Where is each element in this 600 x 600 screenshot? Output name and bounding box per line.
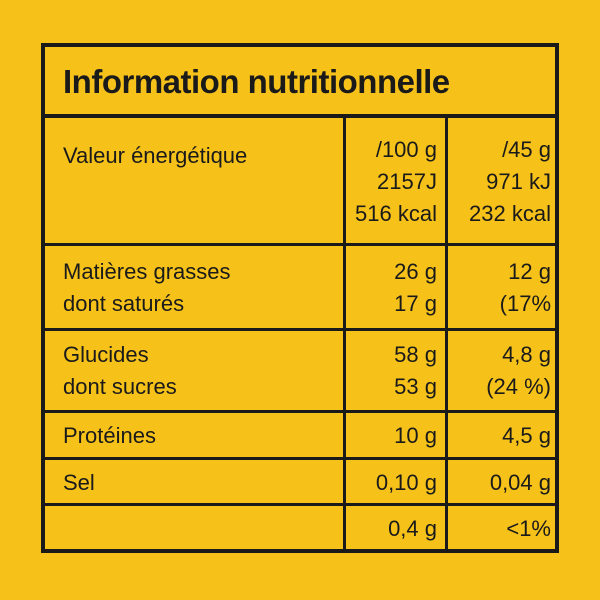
energy-kcal-100g: 516 kcal: [355, 201, 437, 226]
header-per-45g: /45 g: [502, 137, 551, 162]
salt-row: Sel 0,10 g 0,04 g: [45, 460, 555, 506]
fat-row: Matières grasses dont saturés 26 g 17 g …: [45, 246, 555, 331]
fat-label: Matières grasses: [63, 259, 231, 284]
protein-row: Protéines 10 g 4,5 g: [45, 413, 555, 460]
carbs-per-portion: 4,8 g (24 %): [445, 331, 559, 410]
nutrition-table: Information nutritionnelle Valeur énergé…: [41, 43, 559, 553]
salt-label: Sel: [63, 470, 95, 495]
energy-per-100g: /100 g 2157J 516 kcal: [343, 118, 445, 243]
energy-per-portion: /45 g 971 kJ 232 kcal: [445, 118, 559, 243]
energy-kj-100g: 2157J: [377, 169, 437, 194]
sugars-value-portion: (24 %): [486, 374, 551, 399]
fat-per-100g: 26 g 17 g: [343, 246, 445, 328]
energy-row: Valeur énergétique /100 g 2157J 516 kcal…: [45, 118, 555, 246]
energy-kj-portion: 971 kJ: [486, 169, 551, 194]
fat-labels: Matières grasses dont saturés: [45, 246, 343, 328]
sugars-label: dont sucres: [63, 374, 177, 399]
sugars-value-100g: 53 g: [394, 374, 437, 399]
fat-value-100g: 26 g: [394, 259, 437, 284]
extra-label: [45, 506, 343, 549]
extra-value-100g: 0,4 g: [343, 506, 445, 549]
carbs-per-100g: 58 g 53 g: [343, 331, 445, 410]
fat-per-portion: 12 g (17%: [445, 246, 559, 328]
table-title: Information nutritionnelle: [45, 47, 555, 118]
protein-value-100g: 10 g: [343, 413, 445, 457]
header-per-100g: /100 g: [375, 137, 437, 162]
carbs-labels: Glucides dont sucres: [45, 331, 343, 410]
protein-value-portion: 4,5 g: [445, 413, 559, 457]
carbs-label: Glucides: [63, 342, 149, 367]
saturated-value-portion: (17%: [499, 291, 551, 316]
salt-value-100g: 0,10 g: [343, 460, 445, 503]
carbs-value-portion: 4,8 g: [502, 342, 551, 367]
protein-label: Protéines: [63, 423, 156, 448]
energy-label: Valeur énergétique: [63, 143, 248, 168]
salt-value-portion: 0,04 g: [445, 460, 559, 503]
carbs-row: Glucides dont sucres 58 g 53 g 4,8 g (24…: [45, 331, 555, 413]
saturated-value-100g: 17 g: [394, 291, 437, 316]
saturated-label: dont saturés: [63, 291, 185, 316]
energy-kcal-portion: 232 kcal: [469, 201, 551, 226]
fat-value-portion: 12 g: [508, 259, 551, 284]
extra-value-portion: <1%: [445, 506, 559, 549]
extra-row: 0,4 g <1%: [45, 506, 555, 549]
carbs-value-100g: 58 g: [394, 342, 437, 367]
